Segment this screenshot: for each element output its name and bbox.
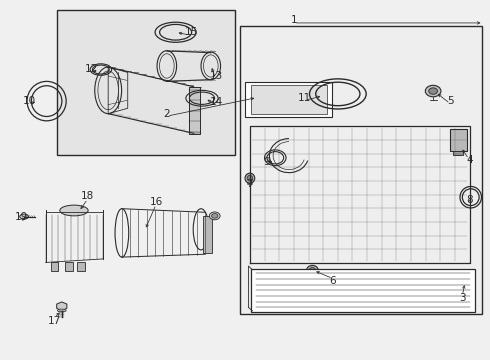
Ellipse shape [20,214,28,219]
Ellipse shape [212,213,218,218]
Text: 8: 8 [466,195,473,205]
Bar [203,216,212,253]
Text: 11: 11 [298,93,311,103]
Ellipse shape [425,85,441,97]
FancyBboxPatch shape [251,85,327,114]
Text: 15: 15 [185,27,198,37]
Text: 3: 3 [459,293,466,303]
Text: 12: 12 [84,64,98,74]
Bar [240,26,482,315]
Bar [453,150,463,155]
Ellipse shape [245,173,255,183]
Text: 2: 2 [164,109,170,119]
FancyBboxPatch shape [450,129,467,151]
Text: 13: 13 [210,71,223,81]
Text: 7: 7 [246,179,253,189]
Text: 6: 6 [330,276,336,286]
FancyBboxPatch shape [245,82,332,117]
Ellipse shape [429,88,438,94]
FancyBboxPatch shape [251,269,475,312]
Text: 16: 16 [149,197,163,207]
Ellipse shape [247,175,252,181]
Bar [50,262,58,271]
Bar [57,10,235,155]
Ellipse shape [57,309,66,312]
Text: 14: 14 [210,97,223,107]
Text: 9: 9 [264,157,270,167]
Text: 4: 4 [466,155,473,165]
Text: 19: 19 [15,212,28,221]
Ellipse shape [307,265,318,275]
Text: 18: 18 [81,191,94,201]
Ellipse shape [209,212,220,220]
Text: 5: 5 [447,96,454,106]
Ellipse shape [309,267,316,273]
Text: 17: 17 [48,316,61,325]
Text: 1: 1 [291,15,297,26]
Bar [77,262,85,271]
Bar [65,262,73,271]
Ellipse shape [60,205,88,216]
Text: 10: 10 [23,96,36,106]
Bar [189,87,199,134]
